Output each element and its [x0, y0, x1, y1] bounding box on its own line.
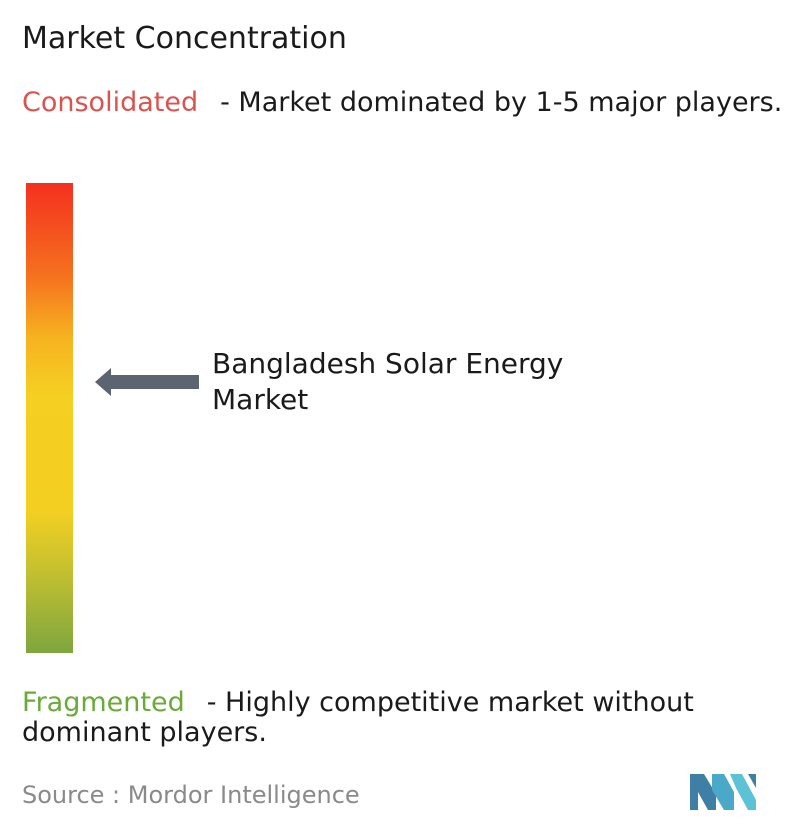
- mordor-intelligence-logo-icon: [690, 774, 756, 810]
- consolidated-legend: Consolidated - Market dominated by 1-5 ma…: [22, 88, 792, 118]
- consolidated-keyword: Consolidated: [22, 87, 199, 118]
- consolidated-description: - Market dominated by 1-5 major players.: [220, 87, 783, 118]
- fragmented-legend: Fragmented - Highly competitive market wi…: [22, 688, 792, 748]
- left-arrow-icon: [95, 368, 199, 396]
- fragmented-keyword: Fragmented: [22, 687, 185, 718]
- fragmented-description: - Highly competitive market without domi…: [22, 687, 694, 748]
- concentration-gradient-bar: [26, 183, 73, 653]
- market-position-label: Bangladesh Solar Energy Market: [212, 347, 564, 416]
- source-credit: Source : Mordor Intelligence: [22, 781, 360, 809]
- page-title: Market Concentration: [22, 21, 347, 56]
